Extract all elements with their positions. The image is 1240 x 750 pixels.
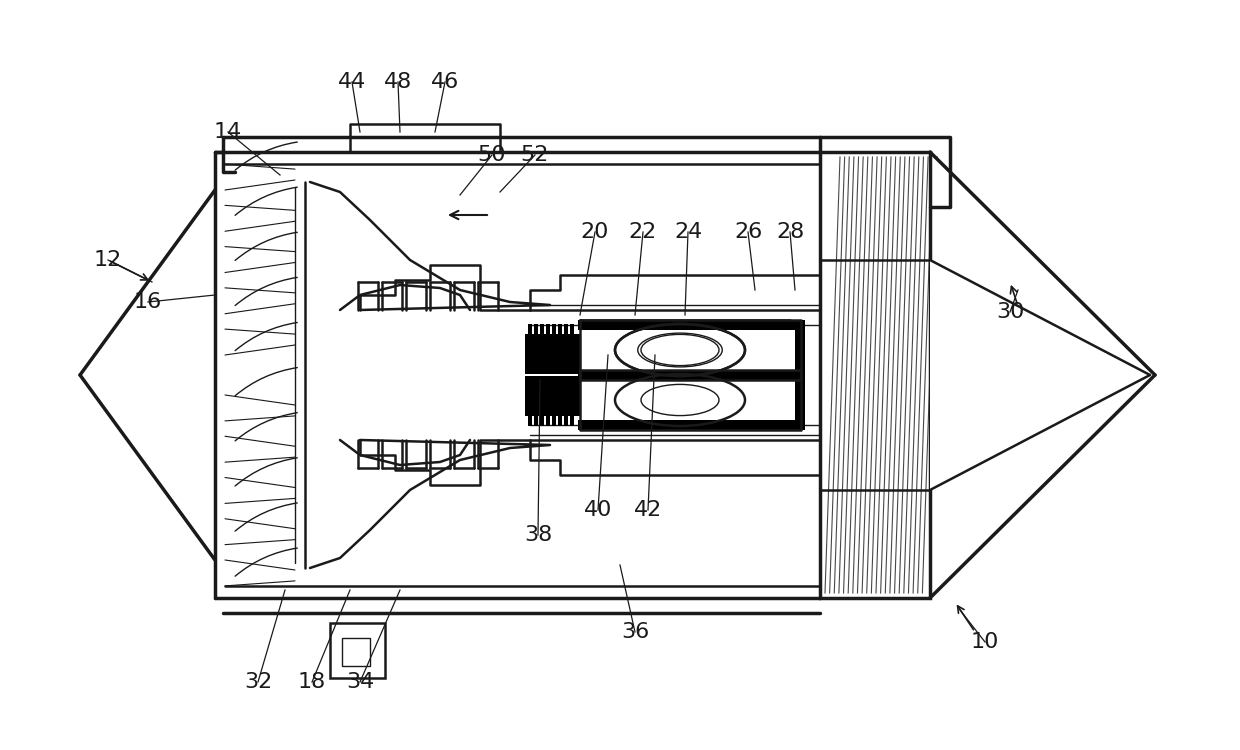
- Bar: [342, 638, 370, 666]
- Polygon shape: [539, 416, 544, 426]
- Polygon shape: [539, 416, 544, 426]
- Polygon shape: [578, 370, 795, 380]
- Polygon shape: [564, 416, 568, 426]
- Polygon shape: [578, 420, 795, 430]
- Polygon shape: [570, 324, 574, 334]
- Text: 20: 20: [580, 222, 609, 242]
- Polygon shape: [525, 334, 580, 374]
- Text: 48: 48: [384, 72, 412, 92]
- Polygon shape: [539, 324, 544, 334]
- Polygon shape: [534, 416, 538, 426]
- Polygon shape: [528, 416, 532, 426]
- Text: 16: 16: [134, 292, 162, 312]
- Text: 34: 34: [346, 672, 374, 692]
- Polygon shape: [534, 324, 538, 334]
- Polygon shape: [570, 416, 574, 426]
- Polygon shape: [795, 370, 805, 430]
- Polygon shape: [546, 416, 551, 426]
- Text: 28: 28: [776, 222, 804, 242]
- Polygon shape: [558, 324, 562, 334]
- Polygon shape: [525, 376, 580, 416]
- Text: 10: 10: [971, 632, 999, 652]
- Polygon shape: [558, 416, 562, 426]
- Text: 46: 46: [430, 72, 459, 92]
- Polygon shape: [930, 152, 1154, 598]
- Polygon shape: [528, 416, 532, 426]
- Polygon shape: [534, 416, 538, 426]
- Polygon shape: [579, 329, 794, 371]
- Text: 44: 44: [337, 72, 366, 92]
- Polygon shape: [930, 260, 1149, 490]
- Polygon shape: [578, 370, 795, 380]
- Text: 40: 40: [584, 500, 613, 520]
- Polygon shape: [552, 324, 556, 334]
- Polygon shape: [552, 416, 556, 426]
- Polygon shape: [564, 324, 568, 334]
- Polygon shape: [570, 416, 574, 426]
- Polygon shape: [795, 320, 805, 380]
- Bar: [330, 623, 384, 678]
- Polygon shape: [552, 416, 556, 426]
- Polygon shape: [546, 416, 551, 426]
- Text: 26: 26: [734, 222, 763, 242]
- Text: 18: 18: [298, 672, 326, 692]
- Polygon shape: [578, 320, 795, 330]
- Text: 30: 30: [996, 302, 1024, 322]
- Text: 42: 42: [634, 500, 662, 520]
- Polygon shape: [528, 324, 532, 334]
- Text: 32: 32: [244, 672, 272, 692]
- Text: 12: 12: [94, 250, 122, 270]
- Polygon shape: [564, 416, 568, 426]
- Polygon shape: [558, 416, 562, 426]
- Bar: [820, 152, 930, 598]
- Polygon shape: [579, 379, 794, 421]
- Text: 36: 36: [621, 622, 649, 642]
- Polygon shape: [546, 324, 551, 334]
- Text: 24: 24: [673, 222, 702, 242]
- Text: 50: 50: [477, 145, 506, 165]
- Polygon shape: [525, 376, 580, 416]
- Polygon shape: [81, 190, 215, 560]
- Text: 14: 14: [213, 122, 242, 142]
- Text: 52: 52: [521, 145, 549, 165]
- Text: 38: 38: [523, 525, 552, 545]
- Text: 22: 22: [629, 222, 657, 242]
